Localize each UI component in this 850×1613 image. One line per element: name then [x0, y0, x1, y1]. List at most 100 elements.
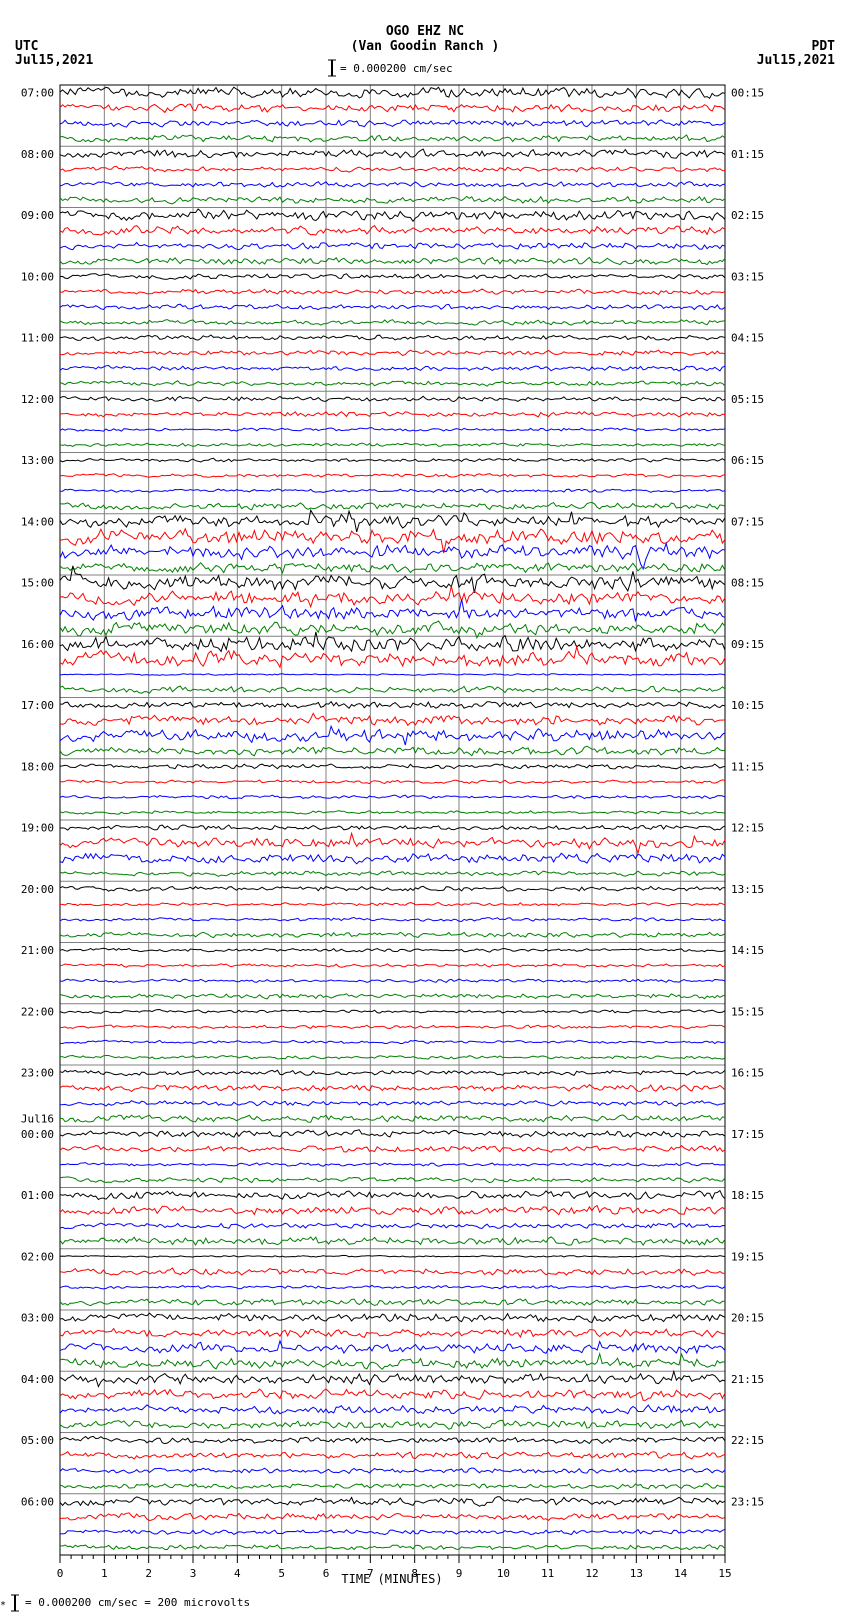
seismic-trace [60, 104, 725, 112]
pdt-time-label: 22:15 [731, 1434, 764, 1447]
seismic-trace [60, 566, 725, 593]
pdt-time-label: 07:15 [731, 515, 764, 528]
seismic-trace [60, 1513, 725, 1521]
pdt-time-label: 23:15 [731, 1495, 764, 1508]
seismic-trace [60, 1223, 725, 1228]
seismic-trace [60, 1497, 725, 1506]
seismic-trace [60, 1545, 725, 1550]
seismic-trace [60, 381, 725, 386]
seismic-trace [60, 1056, 725, 1060]
seismic-trace [60, 87, 725, 98]
seismic-trace [60, 811, 725, 815]
utc-time-label: 21:00 [21, 944, 54, 957]
seismic-trace [60, 871, 725, 876]
xaxis-tick-label: 4 [234, 1567, 241, 1580]
seismic-trace [60, 258, 725, 265]
pdt-time-label: 03:15 [731, 270, 764, 283]
seismic-trace [60, 489, 725, 493]
station-title: OGO EHZ NC [386, 24, 464, 39]
pdt-time-label: 14:15 [731, 944, 764, 957]
pdt-time-label: 21:15 [731, 1373, 764, 1386]
seismic-trace [60, 833, 725, 853]
seismic-trace [60, 686, 725, 693]
seismic-trace [60, 1420, 725, 1429]
pdt-time-label: 10:15 [731, 699, 764, 712]
seismogram-plot: OGO EHZ NC (Van Goodin Ranch ) = 0.00020… [0, 0, 850, 1613]
utc-time-label: 20:00 [21, 883, 54, 896]
seismic-trace [60, 458, 725, 462]
location-title: (Van Goodin Ranch ) [351, 39, 500, 54]
seismic-trace [60, 1206, 725, 1215]
seismic-trace [60, 563, 725, 573]
seismic-trace [60, 196, 725, 204]
pdt-time-label: 01:15 [731, 148, 764, 161]
seismic-trace [60, 226, 725, 236]
seismic-trace [60, 1299, 725, 1306]
utc-time-label: 00:00 [21, 1128, 54, 1141]
xaxis-tick-label: 6 [323, 1567, 330, 1580]
seismic-trace [60, 149, 725, 158]
seismic-trace [60, 1101, 725, 1106]
utc-time-label: 07:00 [21, 87, 54, 100]
utc-time-label: 17:00 [21, 699, 54, 712]
left-date: Jul15,2021 [15, 53, 93, 68]
seismic-trace [60, 1177, 725, 1183]
xaxis-tick-label: 3 [190, 1567, 197, 1580]
pdt-time-label: 17:15 [731, 1128, 764, 1141]
right-date: Jul15,2021 [757, 53, 835, 68]
seismic-trace [60, 1146, 725, 1153]
pdt-time-label: 00:15 [731, 87, 764, 100]
seismic-trace [60, 304, 725, 310]
pdt-time-label: 12:15 [731, 822, 764, 835]
seismic-trace [60, 586, 725, 607]
seismic-trace [60, 320, 725, 326]
seismic-trace [60, 780, 725, 784]
seismic-trace [60, 1070, 725, 1075]
seismic-trace [60, 746, 725, 756]
utc-time-label: 16:00 [21, 638, 54, 651]
seismic-trace [60, 918, 725, 922]
seismic-trace [60, 1025, 725, 1028]
seismic-trace [60, 1115, 725, 1122]
seismic-trace [60, 502, 725, 509]
utc-time-label: 15:00 [21, 577, 54, 590]
utc-time-label: 23:00 [21, 1067, 54, 1080]
xaxis-tick-label: 14 [674, 1567, 688, 1580]
seismic-trace [60, 964, 725, 967]
utc-time-label: 08:00 [21, 148, 54, 161]
utc-time-label: 06:00 [21, 1495, 54, 1508]
xaxis-tick-label: 10 [497, 1567, 510, 1580]
seismic-trace [60, 1313, 725, 1322]
xaxis-tick-label: 9 [456, 1567, 463, 1580]
seismic-trace [60, 621, 725, 638]
utc-time-label: 22:00 [21, 1005, 54, 1018]
seismic-trace [60, 948, 725, 952]
seismic-trace [60, 1371, 725, 1386]
utc-time-label: 18:00 [21, 760, 54, 773]
seismic-trace [60, 1191, 725, 1200]
seismic-trace [60, 1255, 725, 1257]
seismic-trace [60, 903, 725, 906]
seismic-trace [60, 764, 725, 769]
seismic-trace [60, 1329, 725, 1338]
footer-scale-label: = 0.000200 cm/sec = 200 microvolts [25, 1596, 250, 1609]
utc-time-label: 10:00 [21, 270, 54, 283]
seismic-trace [60, 474, 725, 478]
pdt-time-label: 20:15 [731, 1312, 764, 1325]
seismic-trace [60, 1354, 725, 1369]
xaxis-tick-label: 0 [57, 1567, 64, 1580]
seismic-trace [60, 1405, 725, 1414]
seismic-trace [60, 1468, 725, 1473]
seismic-trace [60, 396, 725, 401]
seismic-trace [60, 135, 725, 142]
pdt-time-label: 09:15 [731, 638, 764, 651]
utc-time-label: Jul16 [21, 1113, 54, 1126]
utc-time-label: 12:00 [21, 393, 54, 406]
seismic-trace [60, 1436, 725, 1443]
scale-bar: = 0.000200 cm/sec [328, 60, 453, 76]
seismic-trace [60, 443, 725, 446]
seismic-trace [60, 366, 725, 372]
seismic-trace [60, 932, 725, 937]
seismic-trace [60, 1341, 725, 1353]
seismic-trace [60, 209, 725, 221]
